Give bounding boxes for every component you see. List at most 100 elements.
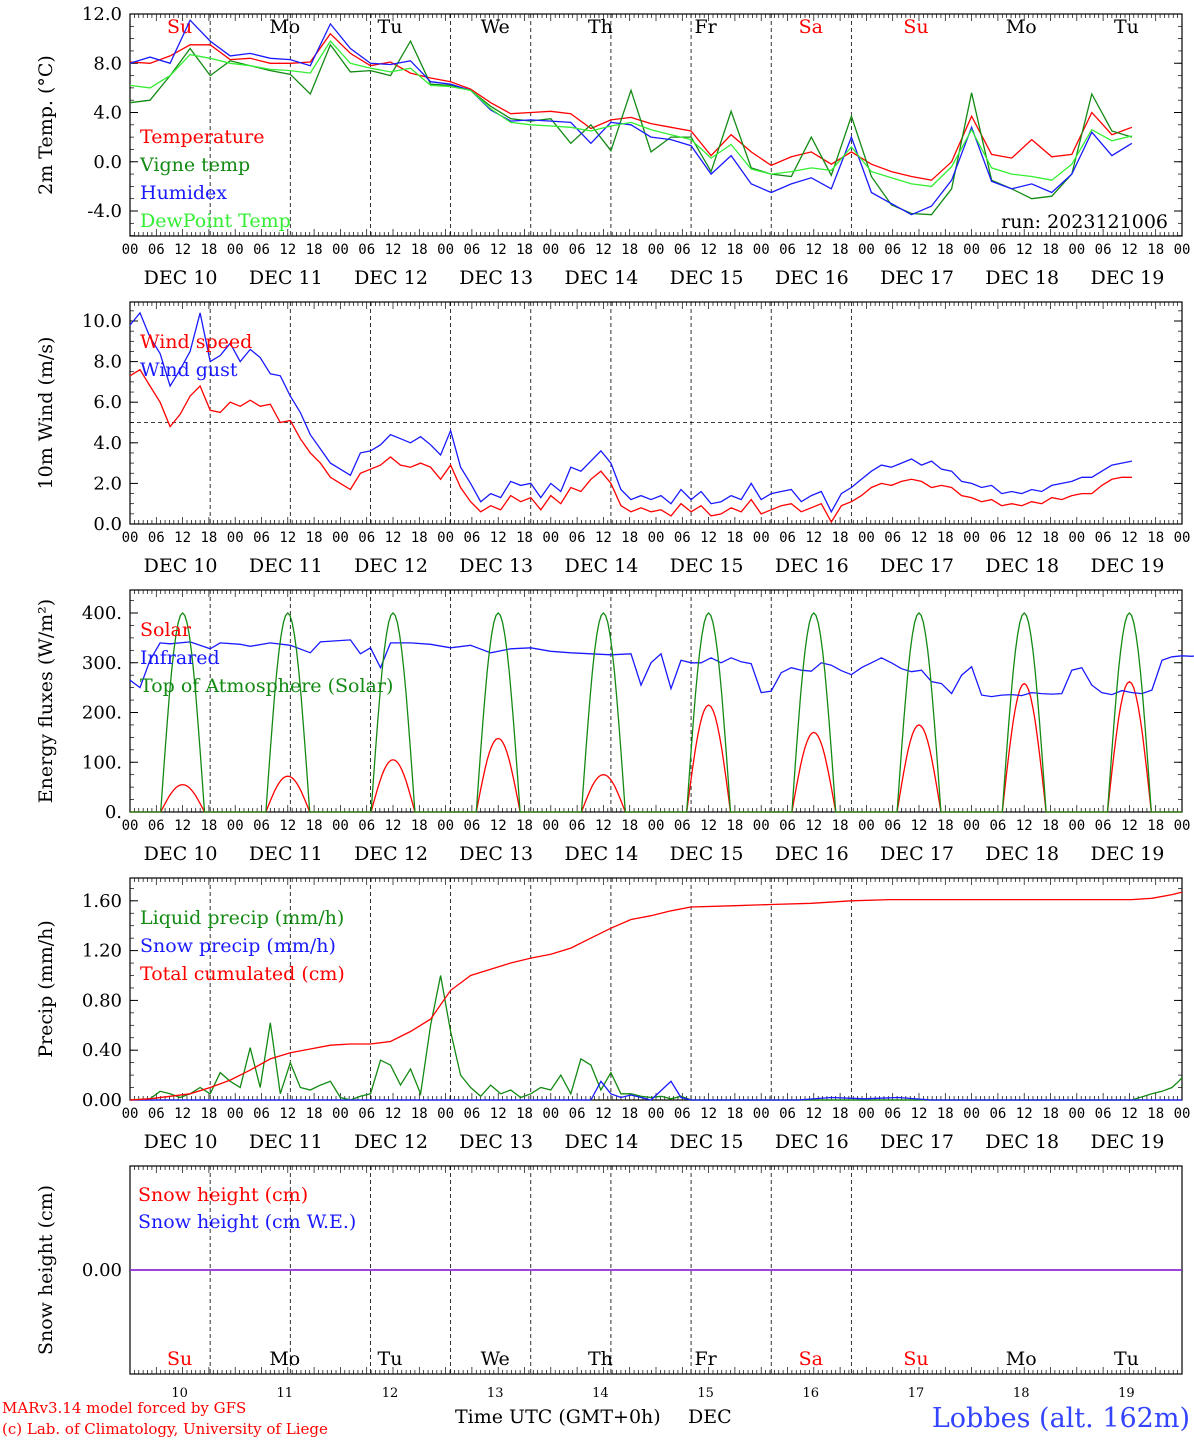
- hour-label: 06: [779, 530, 796, 546]
- date-label: DEC 10: [144, 1131, 218, 1153]
- weekday-label: Su: [167, 1348, 192, 1370]
- hour-label: 00: [437, 530, 454, 546]
- hour-label: 00: [1174, 530, 1191, 546]
- y-tick-label: 2.0: [93, 473, 122, 494]
- hour-label: 00: [1068, 1106, 1085, 1122]
- hour-label: 12: [595, 242, 612, 258]
- date-label: DEC 13: [459, 1131, 533, 1153]
- y-tick-label: 1.20: [82, 941, 122, 962]
- hour-label: 12: [1121, 1106, 1138, 1122]
- day-number: 19: [1118, 1386, 1135, 1401]
- hour-label: 06: [1095, 242, 1112, 258]
- panel-precip: 1.60 1.20 0.80 0.40 0.00 Precip (mm/h) 00 06 12 1…: [35, 877, 1191, 1153]
- hour-label: 06: [463, 818, 480, 834]
- series-group: [129, 19, 1133, 216]
- hour-label: 18: [937, 1106, 954, 1122]
- date-label: DEC 11: [249, 267, 323, 289]
- date-label: DEC 11: [249, 1131, 323, 1153]
- y-tick-label: 100.: [82, 752, 122, 773]
- day-number: 11: [277, 1386, 294, 1401]
- y-axis-label: Snow height (cm): [35, 1185, 57, 1355]
- date-label: DEC 10: [144, 843, 218, 865]
- series-line-0: [129, 32, 1133, 181]
- hour-label: 12: [490, 242, 507, 258]
- hour-label: 00: [122, 242, 139, 258]
- hour-label: 06: [253, 242, 270, 258]
- hour-label: 06: [674, 530, 691, 546]
- hour-label: 00: [753, 1106, 770, 1122]
- hour-label: 00: [753, 818, 770, 834]
- hour-label: 12: [700, 242, 717, 258]
- hour-label: 18: [832, 530, 849, 546]
- hour-label: 18: [200, 1106, 217, 1122]
- hour-label: 00: [332, 530, 349, 546]
- hour-label: 06: [884, 818, 901, 834]
- weekday-label: Th: [588, 16, 613, 38]
- weekday-label: We: [481, 1348, 510, 1370]
- hour-label: 12: [805, 1106, 822, 1122]
- hour-label: 12: [805, 530, 822, 546]
- hour-label: 06: [148, 818, 165, 834]
- hour-label: 18: [1042, 530, 1059, 546]
- hour-label: 12: [1016, 1106, 1033, 1122]
- series-line-2: [129, 19, 1133, 216]
- hour-label: 00: [1068, 242, 1085, 258]
- date-label: DEC 16: [775, 267, 849, 289]
- weekday-label: Mo: [1006, 1348, 1037, 1370]
- y-tick-label: 200.: [82, 703, 122, 724]
- legend-entry: Snow height (cm W.E.): [138, 1211, 356, 1233]
- hour-label: 06: [1095, 530, 1112, 546]
- hour-label: 06: [463, 1106, 480, 1122]
- series-group: [129, 612, 1194, 813]
- hour-label: 06: [989, 1106, 1006, 1122]
- hour-label: 18: [1147, 818, 1164, 834]
- legend-entry: Total cumulated (cm): [140, 963, 345, 985]
- hour-label: 00: [227, 1106, 244, 1122]
- hour-label: 18: [621, 530, 638, 546]
- date-label: DEC 15: [670, 1131, 744, 1153]
- date-label: DEC 18: [985, 1131, 1059, 1153]
- hour-label: 00: [122, 1106, 139, 1122]
- series-line-3: [129, 40, 1133, 188]
- hour-label: 06: [989, 530, 1006, 546]
- date-label: DEC 13: [459, 267, 533, 289]
- hour-label: 06: [569, 1106, 586, 1122]
- date-label: DEC 14: [564, 1131, 638, 1153]
- hour-label: 12: [279, 530, 296, 546]
- series-line-2: [130, 612, 1182, 813]
- weekday-label: Fr: [694, 16, 717, 38]
- legend-entry: Wind speed: [140, 331, 252, 353]
- legend-entry: Temperature: [140, 126, 264, 148]
- hour-label: 06: [253, 818, 270, 834]
- weekday-label: Su: [903, 16, 928, 38]
- weekday-label: Tu: [378, 1348, 403, 1370]
- hour-label: 12: [911, 818, 928, 834]
- date-label: DEC 12: [354, 1131, 428, 1153]
- hour-label: 18: [306, 530, 323, 546]
- footer-copyright: (c) Lab. of Climatology, University of L…: [2, 1420, 328, 1438]
- weekday-label: Tu: [378, 16, 403, 38]
- panels: 12.0 8.0 4.0 0.0 -4.0 2m Temp. (°C) 00 06 12 18 00…: [35, 4, 1194, 1401]
- hour-label: 18: [200, 818, 217, 834]
- y-axis-label: Energy fluxes (W/m²): [35, 599, 57, 803]
- hour-label: 18: [516, 1106, 533, 1122]
- hour-label: 18: [726, 1106, 743, 1122]
- hour-label: 12: [911, 1106, 928, 1122]
- hour-label: 18: [411, 242, 428, 258]
- hour-label: 18: [937, 242, 954, 258]
- hour-label: 06: [1095, 1106, 1112, 1122]
- y-tick-label: 8.0: [93, 53, 122, 74]
- hour-label: 06: [989, 818, 1006, 834]
- date-label: DEC 19: [1090, 267, 1164, 289]
- hour-label: 00: [648, 1106, 665, 1122]
- hour-label: 12: [805, 818, 822, 834]
- hour-label: 12: [1121, 242, 1138, 258]
- hour-label: 00: [858, 818, 875, 834]
- hour-label: 12: [700, 1106, 717, 1122]
- hour-label: 00: [1174, 1106, 1191, 1122]
- hour-label: 06: [1095, 818, 1112, 834]
- hour-label: 06: [463, 242, 480, 258]
- weekday-label: Su: [903, 1348, 928, 1370]
- weekday-label: Tu: [1114, 16, 1139, 38]
- legend-entry: DewPoint Temp: [140, 210, 291, 232]
